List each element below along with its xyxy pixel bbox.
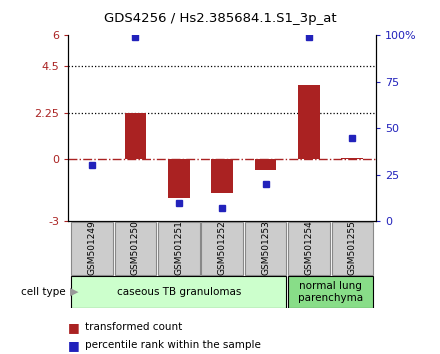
Bar xyxy=(298,85,320,159)
Text: cell type: cell type xyxy=(22,287,66,297)
FancyBboxPatch shape xyxy=(288,222,330,275)
Text: percentile rank within the sample: percentile rank within the sample xyxy=(85,340,261,350)
Bar xyxy=(125,113,146,159)
FancyBboxPatch shape xyxy=(331,222,373,275)
FancyBboxPatch shape xyxy=(71,222,113,275)
Text: ■: ■ xyxy=(68,321,80,334)
Text: GSM501249: GSM501249 xyxy=(88,220,96,275)
Text: GSM501254: GSM501254 xyxy=(304,220,313,275)
FancyBboxPatch shape xyxy=(158,222,200,275)
Text: ▶: ▶ xyxy=(70,287,79,297)
FancyBboxPatch shape xyxy=(114,222,156,275)
Bar xyxy=(168,159,190,198)
FancyBboxPatch shape xyxy=(288,276,373,308)
FancyBboxPatch shape xyxy=(202,222,243,275)
FancyBboxPatch shape xyxy=(245,222,286,275)
FancyBboxPatch shape xyxy=(71,276,286,308)
Bar xyxy=(211,159,233,193)
Text: GSM501251: GSM501251 xyxy=(174,220,183,275)
Text: GSM501253: GSM501253 xyxy=(261,220,270,275)
Text: ■: ■ xyxy=(68,339,80,352)
Text: GSM501250: GSM501250 xyxy=(131,220,140,275)
Bar xyxy=(255,159,276,170)
Bar xyxy=(341,158,363,159)
Text: GDS4256 / Hs2.385684.1.S1_3p_at: GDS4256 / Hs2.385684.1.S1_3p_at xyxy=(104,12,336,25)
Text: GSM501255: GSM501255 xyxy=(348,220,357,275)
Text: normal lung
parenchyma: normal lung parenchyma xyxy=(298,281,363,303)
Text: transformed count: transformed count xyxy=(85,322,182,332)
Text: caseous TB granulomas: caseous TB granulomas xyxy=(117,287,241,297)
Text: GSM501252: GSM501252 xyxy=(218,220,227,275)
